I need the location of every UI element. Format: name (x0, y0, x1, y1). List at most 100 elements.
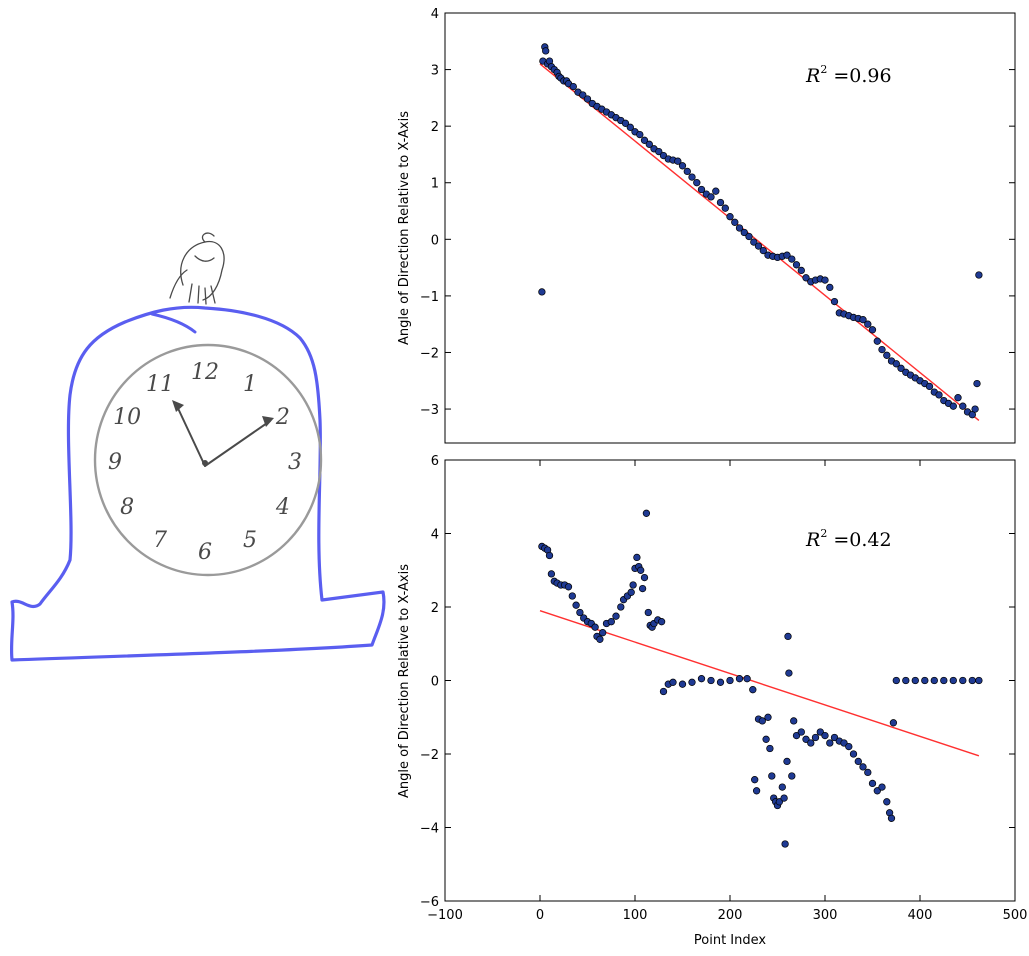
y-axis-ticks-top: −3 −2 −1 0 1 2 3 4 (420, 7, 1015, 418)
scatter-points-bottom (538, 509, 983, 848)
data-point (542, 47, 550, 55)
data-point (887, 814, 896, 822)
data-point (959, 402, 967, 410)
data-point (538, 288, 546, 296)
y-tick-label: 2 (431, 601, 439, 616)
y-tick-label: 2 (431, 120, 439, 135)
dial-numeral: 12 (191, 360, 219, 385)
data-point (775, 798, 784, 806)
y-tick-label: 1 (431, 177, 439, 192)
data-point (749, 686, 757, 694)
data-point (564, 583, 573, 591)
data-point (845, 742, 853, 751)
y-tick-label: −2 (420, 748, 439, 763)
data-point (712, 187, 720, 195)
y-axis-ticks-bottom: −6 −4 −2 0 2 4 6 (420, 454, 1015, 910)
y-tick-label: −2 (420, 346, 439, 361)
x-tick-label: 200 (718, 908, 743, 923)
data-point (735, 675, 744, 683)
data-point (762, 735, 770, 743)
data-point (902, 676, 910, 685)
data-point (873, 787, 881, 795)
data-point (840, 739, 848, 747)
data-point (892, 676, 900, 685)
data-point (868, 326, 877, 334)
dial-numeral: 8 (120, 495, 134, 520)
data-point (591, 623, 599, 631)
y-tick-label: −4 (420, 822, 439, 837)
x-axis-ticks-bottom: −100 0 100 200 300 400 500 (427, 460, 1027, 923)
data-point (707, 193, 715, 201)
chart-top: −3 −2 −1 0 1 2 3 4 Angle of Direction Relative … (397, 7, 1016, 444)
data-point (975, 271, 983, 279)
data-point (792, 261, 801, 269)
data-point (821, 276, 829, 284)
data-point (792, 731, 801, 740)
dial-numeral: 3 (288, 450, 302, 475)
data-point (766, 744, 774, 753)
fit-line-bottom (539, 610, 980, 757)
dial-numeral: 4 (275, 495, 290, 520)
data-point (778, 783, 786, 791)
data-point (642, 509, 651, 517)
data-point (638, 584, 647, 593)
y-axis-label-bottom: Angle of Direction Relative to X-Axis (397, 564, 412, 798)
data-point (883, 798, 891, 806)
x-tick-label: 400 (908, 908, 933, 923)
data-point (754, 242, 763, 250)
data-point (897, 364, 905, 372)
data-point (790, 717, 798, 725)
data-point (811, 733, 820, 742)
y-tick-label: −6 (420, 895, 439, 910)
data-point (726, 213, 734, 221)
data-point (645, 140, 653, 148)
data-point (752, 787, 761, 795)
data-point (612, 612, 620, 620)
data-point (975, 676, 983, 685)
data-point (621, 119, 630, 127)
data-point (716, 678, 725, 686)
data-point (629, 581, 637, 589)
data-point (807, 739, 815, 747)
data-point (911, 676, 919, 685)
y-tick-label: −1 (420, 290, 439, 305)
scatter-points-top (538, 43, 983, 419)
data-point (636, 130, 644, 139)
r-squared-bottom: R2 =0.42 (805, 527, 892, 551)
r-squared-top: R2 =0.96 (805, 63, 892, 87)
data-point (596, 635, 604, 643)
data-point (788, 772, 796, 780)
clock-hands (175, 403, 271, 467)
data-point (859, 763, 867, 771)
data-point (971, 405, 979, 413)
data-point (674, 157, 682, 165)
data-point (878, 345, 886, 354)
x-tick-label: 100 (623, 908, 648, 923)
data-point (576, 608, 584, 617)
data-point (716, 198, 725, 207)
data-point (693, 179, 701, 187)
data-point (764, 713, 772, 721)
data-point (797, 728, 805, 736)
data-point (821, 731, 829, 740)
mantel-case-stroke (150, 312, 197, 334)
data-point (940, 676, 948, 685)
data-point (949, 676, 957, 685)
data-point (640, 136, 649, 144)
data-point (669, 678, 677, 686)
chart-bottom: −6 −4 −2 0 2 4 6 −100 0 100 200 300 400 500 Angle of… (397, 454, 1027, 948)
data-point (721, 204, 729, 212)
clock-hand-tips (172, 400, 274, 466)
data-point (935, 391, 943, 399)
mantel-case-outline (9, 305, 386, 662)
data-point (864, 768, 872, 777)
data-point (780, 794, 788, 802)
y-tick-label: 6 (431, 454, 439, 469)
data-point (785, 669, 793, 677)
dial-numeral: 1 (243, 372, 257, 397)
y-axis-label-top: Angle of Direction Relative to X-Axis (397, 111, 412, 345)
dial-numeral: 5 (243, 528, 257, 553)
